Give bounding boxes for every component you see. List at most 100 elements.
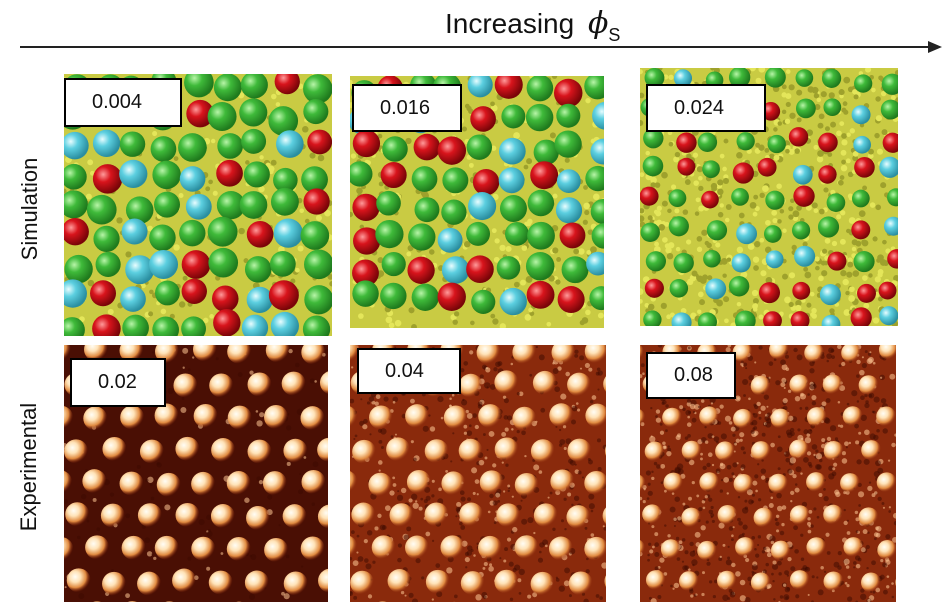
particle-spot bbox=[192, 345, 217, 362]
nanoparticle-sphere bbox=[498, 167, 525, 194]
nanoparticle-sphere bbox=[301, 166, 328, 194]
nanoparticle-sphere bbox=[527, 221, 555, 250]
nanoparticle-sphere bbox=[854, 74, 873, 93]
nanoparticle-sphere bbox=[882, 132, 898, 153]
particle-spot bbox=[585, 403, 606, 428]
nanoparticle-sphere bbox=[92, 314, 121, 336]
particle-spot bbox=[530, 571, 555, 596]
nanoparticle-sphere bbox=[152, 160, 181, 190]
axis-title-text: Increasing bbox=[445, 8, 575, 39]
particle-spot bbox=[476, 345, 501, 365]
particle-spot bbox=[137, 571, 162, 596]
particle-spot bbox=[679, 571, 700, 592]
nanoparticle-sphere bbox=[352, 129, 381, 158]
nanoparticle-sphere bbox=[883, 216, 898, 236]
particle-spot bbox=[83, 406, 108, 431]
nanoparticle-sphere bbox=[818, 165, 837, 184]
nanoparticle-sphere bbox=[584, 76, 604, 100]
nanoparticle-sphere bbox=[95, 251, 121, 277]
nanoparticle-sphere bbox=[211, 285, 239, 313]
nanoparticle-sphere bbox=[592, 101, 604, 130]
particle-spot bbox=[753, 507, 774, 528]
nanoparticle-sphere bbox=[764, 68, 786, 88]
nanoparticle-sphere bbox=[887, 188, 898, 207]
nanoparticle-sphere bbox=[408, 223, 436, 251]
particle-spot bbox=[139, 439, 164, 464]
nanoparticle-sphere bbox=[498, 137, 526, 165]
particle-spot bbox=[858, 507, 879, 528]
particle-spot bbox=[602, 507, 606, 525]
particle-spot bbox=[387, 569, 412, 594]
row-label-experimental: Experimental bbox=[16, 402, 41, 532]
particle-spot bbox=[567, 438, 592, 463]
nanoparticle-sphere bbox=[731, 187, 749, 206]
nanoparticle-sphere bbox=[821, 68, 842, 88]
nanoparticle-sphere bbox=[879, 306, 898, 326]
nanoparticle-sphere bbox=[352, 280, 379, 307]
particle-spot bbox=[386, 437, 411, 462]
nanoparticle-sphere bbox=[303, 74, 332, 104]
nanoparticle-sphere bbox=[216, 191, 246, 220]
particle-spot bbox=[478, 535, 503, 560]
particle-spot bbox=[120, 405, 145, 430]
particle-spot bbox=[494, 437, 519, 462]
increasing-arrow-line bbox=[20, 46, 934, 48]
nanoparticle-sphere bbox=[677, 157, 696, 176]
nanoparticle-sphere bbox=[792, 281, 811, 300]
particle-spot bbox=[878, 345, 896, 360]
nanoparticle-sphere bbox=[270, 311, 299, 336]
particle-spot bbox=[318, 568, 328, 593]
nanoparticle-sphere bbox=[437, 282, 466, 312]
nanoparticle-sphere bbox=[154, 280, 180, 306]
particle-spot bbox=[604, 575, 606, 588]
particle-spot bbox=[532, 370, 557, 395]
particle-spot bbox=[82, 469, 107, 494]
particle-spot bbox=[662, 407, 683, 428]
nanoparticle-sphere bbox=[64, 279, 87, 308]
particle-spot bbox=[154, 535, 179, 560]
particle-spot bbox=[264, 538, 289, 563]
particle-spot bbox=[227, 345, 252, 364]
nanoparticle-sphere bbox=[732, 162, 754, 184]
nanoparticle-sphere bbox=[763, 225, 782, 243]
nanoparticle-sphere bbox=[734, 310, 756, 326]
particle-spot bbox=[283, 571, 308, 596]
phi-value-label: 0.04 bbox=[357, 348, 461, 394]
nanoparticle-sphere bbox=[181, 278, 207, 304]
nanoparticle-sphere bbox=[92, 164, 123, 194]
particle-spot bbox=[663, 472, 684, 493]
nanoparticle-sphere bbox=[241, 128, 267, 154]
nanoparticle-sphere bbox=[213, 74, 242, 102]
particle-spot bbox=[352, 439, 377, 464]
nanoparticle-sphere bbox=[525, 251, 555, 281]
particle-spot bbox=[156, 472, 181, 497]
nanoparticle-sphere bbox=[851, 189, 870, 208]
particle-spot bbox=[226, 471, 251, 496]
nanoparticle-sphere bbox=[380, 161, 407, 189]
particle-spot bbox=[640, 474, 647, 494]
nanoparticle-sphere bbox=[413, 133, 441, 161]
particle-spot bbox=[568, 571, 593, 596]
nanoparticle-sphere bbox=[268, 106, 299, 136]
nanoparticle-sphere bbox=[121, 218, 148, 245]
nanoparticle-sphere bbox=[119, 131, 146, 157]
particle-spot bbox=[733, 408, 754, 429]
particle-spot bbox=[300, 536, 325, 561]
nanoparticle-sphere bbox=[64, 131, 89, 160]
nanoparticle-sphere bbox=[119, 159, 148, 189]
particle-spot bbox=[806, 472, 827, 493]
nanoparticle-sphere bbox=[407, 256, 435, 284]
particle-spot bbox=[842, 406, 863, 427]
nanoparticle-sphere bbox=[125, 255, 155, 285]
nanoparticle-sphere bbox=[350, 161, 373, 187]
nanoparticle-sphere bbox=[92, 129, 121, 157]
nanoparticle-sphere bbox=[850, 307, 872, 326]
nanoparticle-sphere bbox=[788, 127, 809, 147]
particle-spot bbox=[789, 570, 810, 591]
nanoparticle-sphere bbox=[152, 316, 179, 336]
phi-symbol: ϕ bbox=[587, 6, 609, 41]
nanoparticle-sphere bbox=[273, 167, 298, 193]
particle-spot bbox=[406, 469, 431, 494]
nanoparticle-sphere bbox=[185, 193, 212, 220]
particle-spot bbox=[175, 436, 200, 461]
